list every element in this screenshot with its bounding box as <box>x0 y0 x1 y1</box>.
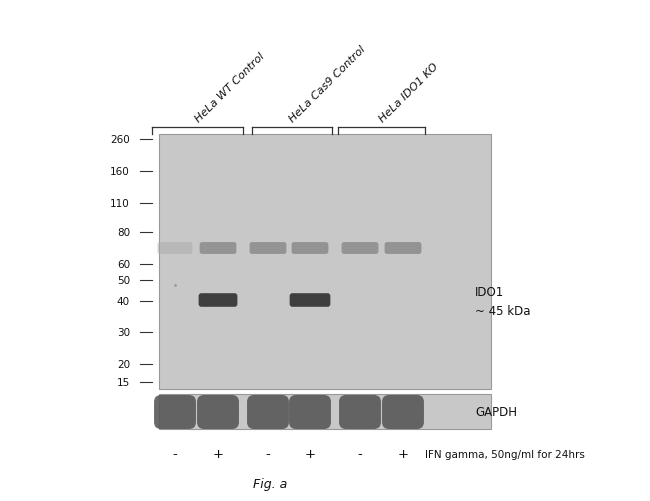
Text: 80: 80 <box>117 227 130 237</box>
Text: HeLa IDO1 KO: HeLa IDO1 KO <box>377 61 440 124</box>
Text: 20: 20 <box>117 359 130 369</box>
Bar <box>159 135 491 389</box>
Text: -: - <box>266 447 270 460</box>
FancyBboxPatch shape <box>339 395 381 429</box>
Text: 30: 30 <box>117 327 130 337</box>
Text: Fig. a: Fig. a <box>253 477 287 490</box>
Text: +: + <box>213 447 224 460</box>
Text: 40: 40 <box>117 297 130 307</box>
FancyBboxPatch shape <box>197 395 239 429</box>
Text: IDO1
~ 45 kDa: IDO1 ~ 45 kDa <box>475 286 530 317</box>
FancyBboxPatch shape <box>382 395 424 429</box>
FancyBboxPatch shape <box>250 242 287 255</box>
Text: 50: 50 <box>117 276 130 286</box>
Text: 60: 60 <box>117 260 130 270</box>
FancyBboxPatch shape <box>200 242 237 255</box>
FancyBboxPatch shape <box>199 294 237 307</box>
Text: -: - <box>173 447 177 460</box>
Text: +: + <box>304 447 315 460</box>
Text: 15: 15 <box>117 377 130 387</box>
Text: -: - <box>358 447 363 460</box>
FancyBboxPatch shape <box>154 395 196 429</box>
FancyBboxPatch shape <box>292 242 328 255</box>
Text: 260: 260 <box>111 135 130 145</box>
Text: IFN gamma, 50ng/ml for 24hrs: IFN gamma, 50ng/ml for 24hrs <box>425 449 585 459</box>
Text: HeLa Cas9 Control: HeLa Cas9 Control <box>287 44 367 124</box>
Text: 110: 110 <box>111 198 130 208</box>
Text: GAPDH: GAPDH <box>475 406 517 419</box>
Text: 160: 160 <box>111 167 130 177</box>
Text: +: + <box>398 447 408 460</box>
FancyBboxPatch shape <box>342 242 378 255</box>
FancyBboxPatch shape <box>289 395 331 429</box>
Bar <box>159 394 491 429</box>
FancyBboxPatch shape <box>290 294 330 307</box>
FancyBboxPatch shape <box>247 395 289 429</box>
FancyBboxPatch shape <box>385 242 421 255</box>
FancyBboxPatch shape <box>157 242 192 255</box>
Text: HeLa WT Control: HeLa WT Control <box>193 51 266 124</box>
